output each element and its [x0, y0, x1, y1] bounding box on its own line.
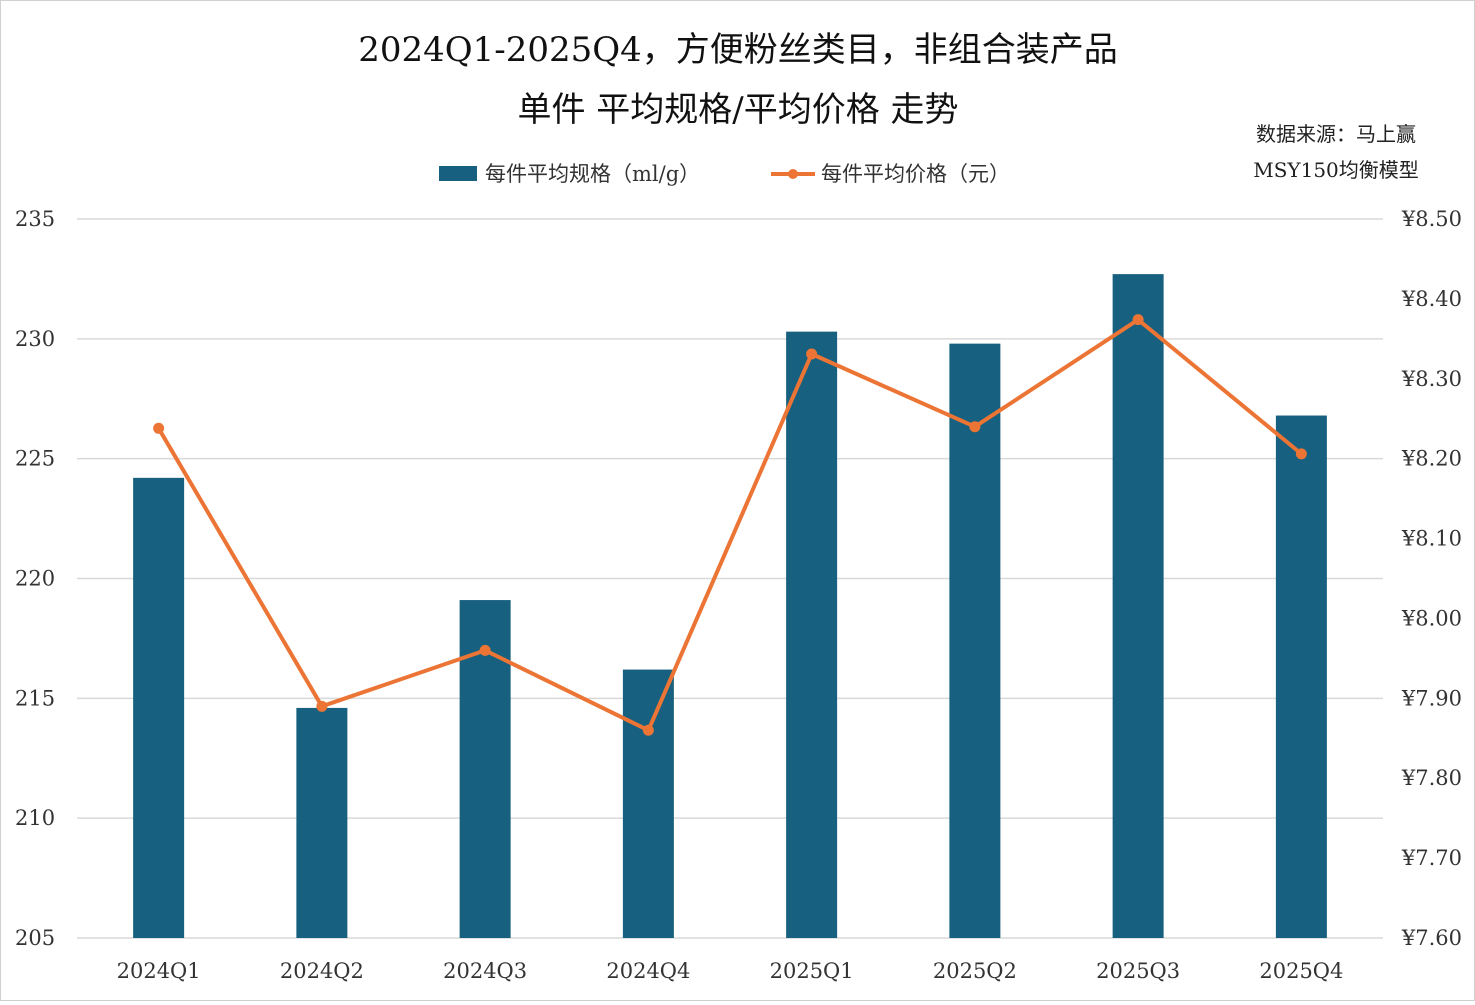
price-point	[316, 700, 328, 712]
x-tick-label: 2025Q2	[933, 959, 1017, 983]
price-point	[479, 644, 491, 656]
left-tick-label: 225	[15, 447, 55, 471]
price-point	[1132, 314, 1144, 326]
right-tick-label: ¥7.70	[1401, 846, 1462, 870]
bar	[296, 707, 348, 938]
chart-title-line-1: 2024Q1-2025Q4，方便粉丝类目，非组合装产品	[358, 30, 1118, 70]
x-axis-ticks: 2024Q1 2024Q2 2024Q3 2024Q4 2025Q1 2025Q2 2025…	[117, 959, 1344, 983]
right-axis-ticks: ¥7.60 ¥7.70 ¥7.80 ¥7.90 ¥8.00 ¥8.10 ¥8.20 ¥8.30…	[1401, 207, 1462, 950]
price-point	[642, 724, 654, 736]
right-tick-label: ¥8.10	[1401, 527, 1462, 551]
bar	[1275, 415, 1327, 938]
right-tick-label: ¥7.90	[1401, 686, 1462, 710]
right-tick-label: ¥8.30	[1401, 367, 1462, 391]
x-tick-label: 2025Q1	[770, 959, 854, 983]
right-tick-label: ¥8.20	[1401, 447, 1462, 471]
legend-bar-swatch	[439, 166, 477, 181]
data-source-label: 数据来源：马上赢	[1256, 122, 1416, 146]
x-tick-label: 2024Q4	[606, 959, 690, 983]
left-tick-label: 210	[15, 806, 55, 830]
bar	[786, 331, 838, 939]
bar	[133, 477, 185, 938]
legend-line-marker	[788, 169, 798, 179]
bar	[1112, 274, 1164, 939]
price-point	[153, 422, 165, 434]
x-tick-label: 2024Q1	[117, 959, 201, 983]
right-tick-label: ¥8.40	[1401, 287, 1462, 311]
data-source-model: MSY150均衡模型	[1253, 158, 1419, 182]
bar	[949, 343, 1001, 938]
left-tick-label: 230	[15, 327, 55, 351]
price-line	[156, 317, 1303, 733]
right-tick-label: ¥8.50	[1401, 207, 1462, 231]
chart-title-line-2: 单件 平均规格/平均价格 走势	[517, 90, 958, 130]
right-tick-label: ¥7.80	[1401, 766, 1462, 790]
x-tick-label: 2025Q4	[1259, 959, 1343, 983]
bar-series	[133, 274, 1327, 939]
x-tick-label: 2024Q3	[443, 959, 527, 983]
left-tick-label: 235	[15, 207, 55, 231]
bar	[622, 669, 674, 938]
left-tick-label: 220	[15, 567, 55, 591]
price-point	[969, 421, 981, 433]
right-tick-label: ¥8.00	[1401, 606, 1462, 630]
line-series	[153, 314, 1307, 736]
gridlines	[77, 218, 1383, 939]
price-point	[806, 348, 818, 360]
price-point	[1295, 448, 1307, 460]
left-axis-ticks: 205 210 215 220 225 230 235	[15, 207, 55, 950]
legend: 每件平均规格（ml/g） 每件平均价格（元）	[439, 162, 1010, 186]
x-tick-label: 2025Q3	[1096, 959, 1180, 983]
x-tick-label: 2024Q2	[280, 959, 364, 983]
left-tick-label: 215	[15, 686, 55, 710]
legend-bar-label: 每件平均规格（ml/g）	[485, 162, 700, 186]
right-tick-label: ¥7.60	[1401, 926, 1462, 950]
left-tick-label: 205	[15, 926, 55, 950]
legend-line-label: 每件平均价格（元）	[821, 162, 1010, 186]
